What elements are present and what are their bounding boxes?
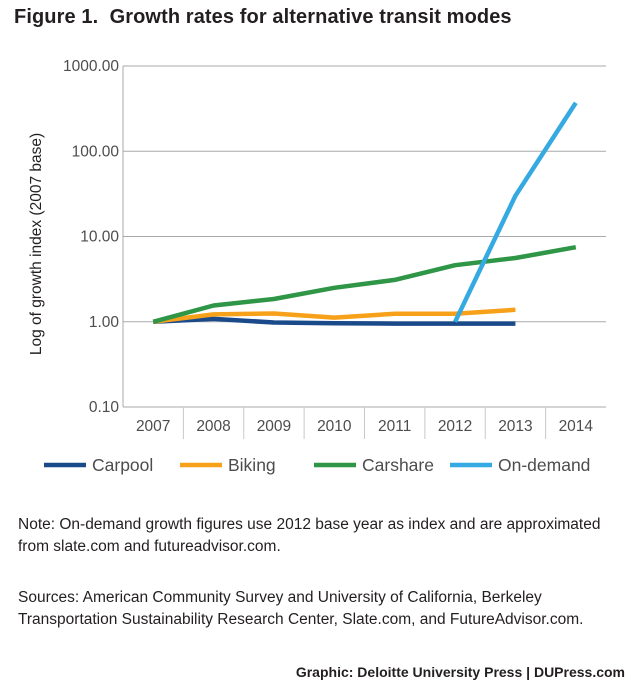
y-tick-label: 10.00 — [80, 229, 119, 246]
series-line-carpool — [153, 316, 516, 326]
chart-sources: Sources: American Community Survey and U… — [18, 589, 584, 628]
chart-note: Note: On-demand growth figures use 2012 … — [18, 516, 601, 555]
x-tick-label: 2013 — [498, 418, 532, 435]
legend-label-on-demand: On-demand — [498, 455, 590, 475]
series-line-on-demand — [453, 101, 578, 323]
y-tick-label: 1000.00 — [63, 58, 119, 75]
x-tick-label: 2007 — [136, 418, 170, 435]
legend-label-biking: Biking — [228, 455, 276, 475]
y-axis-title: Log of growth index (2007 base) — [28, 133, 45, 355]
legend: Carpool Biking Carshare On-demand — [44, 455, 590, 475]
x-tick-label: 2010 — [317, 418, 352, 435]
figure-title: Figure 1. Growth rates for alternative t… — [14, 6, 512, 28]
y-tick-label: 0.10 — [89, 399, 120, 416]
legend-label-carpool: Carpool — [92, 455, 153, 475]
x-tick-label: 2014 — [559, 418, 594, 435]
x-tick-label: 2009 — [257, 418, 291, 435]
y-tick-label: 1.00 — [89, 314, 120, 331]
y-tick-labels: 0.10 1.00 10.00 100.00 1000.00 — [63, 58, 119, 416]
graphic-credit: Graphic: Deloitte University Press | DUP… — [295, 664, 625, 680]
y-tick-label: 100.00 — [72, 143, 120, 160]
series-line-carshare — [152, 244, 577, 324]
x-tick-label: 2012 — [438, 418, 472, 435]
series-line-biking — [152, 307, 516, 325]
series-lines — [152, 101, 578, 326]
x-tick-labels: 2007 2008 2009 2010 2011 2012 2013 2014 — [136, 418, 593, 435]
legend-label-carshare: Carshare — [362, 455, 434, 475]
x-tick-label: 2008 — [196, 418, 230, 435]
x-tick-label: 2011 — [378, 418, 411, 435]
